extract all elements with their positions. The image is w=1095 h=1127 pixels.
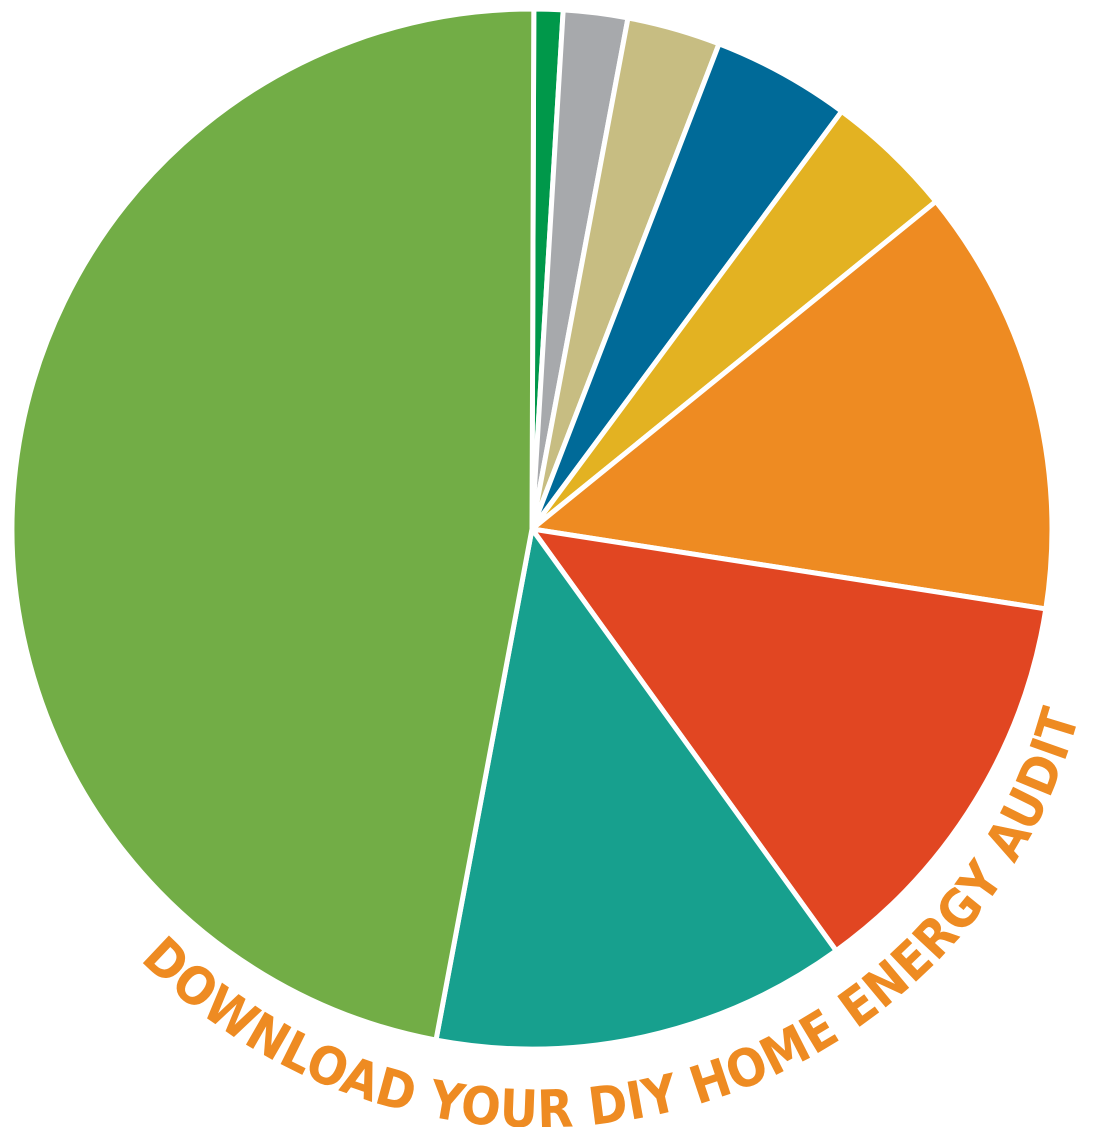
pie-slices — [9, 6, 1055, 1052]
pie-slice-7 — [529, 526, 1049, 954]
pie-slice-6 — [529, 198, 1055, 612]
pie-slice-8 — [433, 526, 839, 1052]
pie-slice-9 — [9, 6, 537, 1043]
